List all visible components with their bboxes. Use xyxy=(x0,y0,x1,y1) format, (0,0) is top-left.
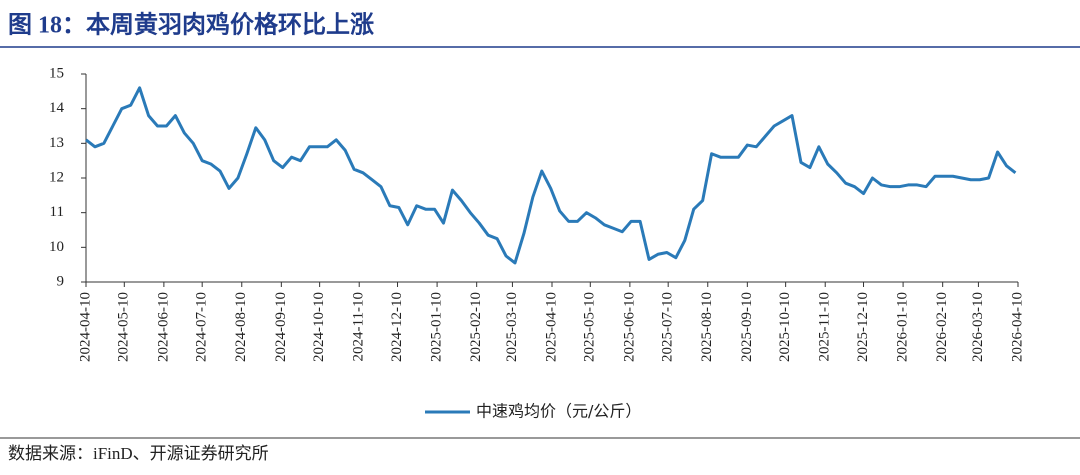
x-tick-label: 2024-04-10 xyxy=(77,292,93,362)
x-tick-label: 2025-03-10 xyxy=(504,292,520,362)
x-tick-label: 2024-10-10 xyxy=(311,292,327,362)
y-tick-label: 11 xyxy=(50,204,64,220)
y-tick-label: 14 xyxy=(49,100,65,116)
x-tick-label: 2025-04-10 xyxy=(543,292,559,362)
x-tick-label: 2025-01-10 xyxy=(429,292,445,362)
x-tick-label: 2026-02-10 xyxy=(934,292,950,362)
x-tick-label: 2024-05-10 xyxy=(116,292,132,362)
x-tick-label: 2024-06-10 xyxy=(155,292,171,362)
x-tick-label: 2025-08-10 xyxy=(699,292,715,362)
series-line xyxy=(85,86,1017,265)
y-tick-label: 10 xyxy=(49,239,64,255)
x-tick-label: 2025-06-10 xyxy=(621,292,637,362)
x-tick-label: 2024-07-10 xyxy=(194,292,210,362)
legend-label: 中速鸡均价（元/公斤） xyxy=(476,402,641,421)
source: 数据来源：iFinD、开源证券研究所 xyxy=(8,444,269,463)
x-tick-label: 2025-07-10 xyxy=(660,292,676,362)
y-tick-label: 12 xyxy=(49,169,64,185)
y-tick-label: 13 xyxy=(49,135,64,151)
x-tick-label: 2024-12-10 xyxy=(389,292,405,362)
x-tick-label: 2025-05-10 xyxy=(582,292,598,362)
x-tick-label: 2025-09-10 xyxy=(739,292,755,362)
x-tick-label: 2025-02-10 xyxy=(468,292,484,362)
x-tick-label: 2024-08-10 xyxy=(233,292,249,362)
x-tick-label: 2024-11-10 xyxy=(351,292,367,361)
x-tick-label: 2026-03-10 xyxy=(970,292,986,362)
x-tick-label: 2025-12-10 xyxy=(855,292,871,362)
x-tick-label: 2025-10-10 xyxy=(777,292,793,362)
y-tick-label: 15 xyxy=(49,65,64,81)
x-tick-label: 2025-11-10 xyxy=(817,292,833,361)
x-tick-label: 2026-01-10 xyxy=(895,292,911,362)
x-tick-label: 2024-09-10 xyxy=(273,292,289,362)
chart-title: 图 18：本周黄羽肉鸡价格环比上涨 xyxy=(8,11,374,39)
x-tick-label: 2026-04-10 xyxy=(1009,292,1025,362)
y-tick-label: 9 xyxy=(57,273,65,289)
